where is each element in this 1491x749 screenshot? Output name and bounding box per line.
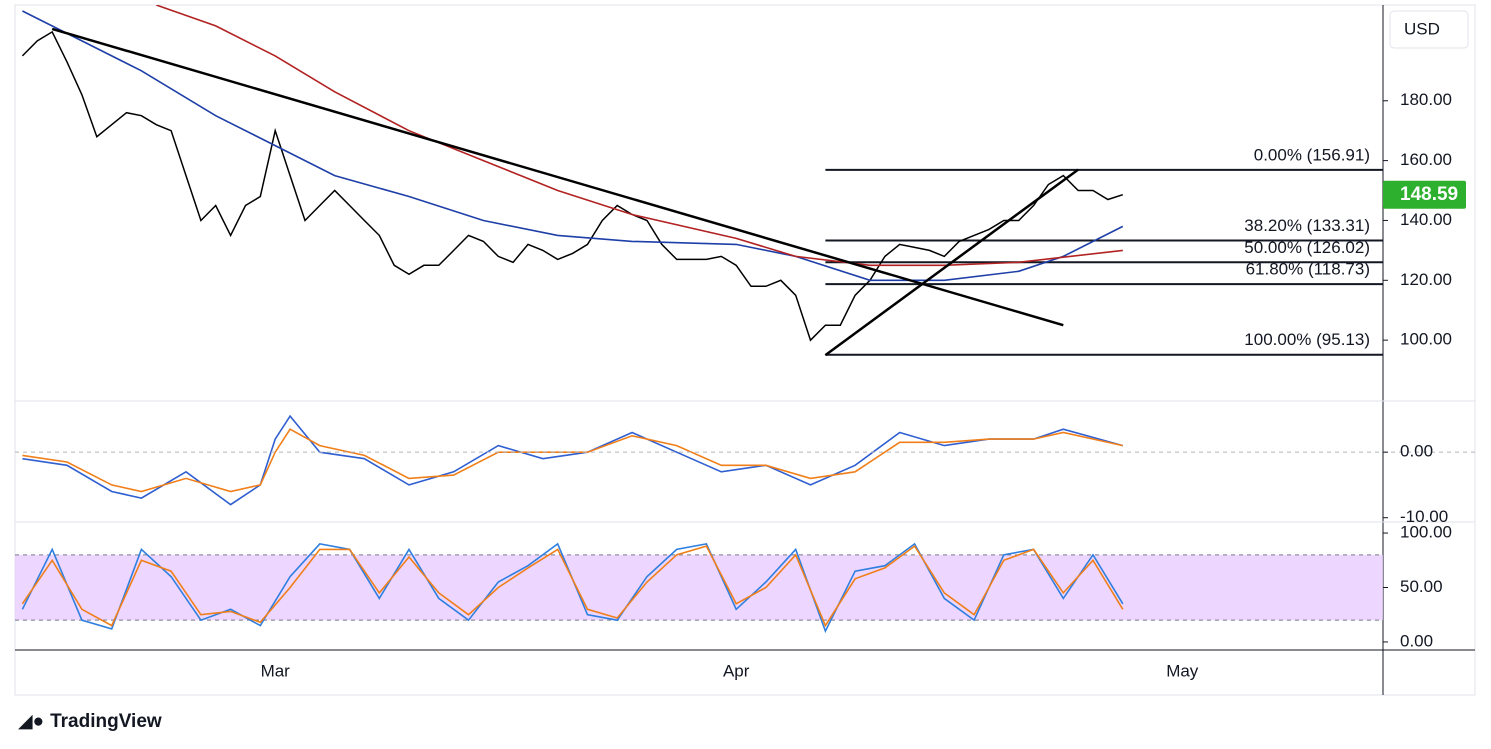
pane — [22, 414, 1124, 506]
indicator-line — [22, 414, 1124, 506]
x-tick-label: Mar — [261, 661, 291, 680]
y-tick-label: 180.00 — [1400, 90, 1452, 109]
chart: USD Mar Apr May 100.00 120.00 140.00 160.00 180… — [14, 4, 1476, 696]
fib-label: 50.00% (126.02) — [1244, 238, 1370, 257]
y-tick-label: 50.00 — [1400, 577, 1443, 596]
stoch-band — [15, 554, 1383, 621]
last-price-tag — [1383, 180, 1466, 209]
logo: ◢● — [18, 711, 45, 732]
last-price: 148.59 — [1400, 184, 1458, 205]
pane — [15, 542, 1383, 634]
indicator-line — [156, 5, 1123, 267]
fib-label: 61.80% (118.73) — [1246, 260, 1370, 279]
currency: USD — [1404, 19, 1440, 38]
y-tick-label: 0.00 — [1400, 631, 1433, 650]
trendline — [824, 168, 1079, 357]
indicator-line — [22, 428, 1123, 493]
pane — [21, 5, 1383, 357]
y-tick-label: 100.00 — [1400, 523, 1452, 542]
y-tick-label: 160.00 — [1400, 150, 1452, 169]
y-tick-label: 100.00 — [1400, 330, 1452, 349]
brand-name: TradingView — [50, 711, 162, 732]
fib-label: 38.20% (133.31) — [1244, 216, 1370, 235]
frame — [14, 4, 1476, 696]
fib-label: 100.00% (95.13) — [1244, 330, 1370, 349]
x-tick-label: May — [1166, 661, 1199, 680]
brand: ◢● TradingView — [18, 710, 162, 733]
trendline — [51, 27, 1064, 327]
y-tick-label: 140.00 — [1400, 210, 1452, 229]
y-tick-label: -10.00 — [1400, 507, 1448, 526]
indicator-line — [21, 544, 1124, 628]
y-tick-label: 120.00 — [1400, 270, 1452, 289]
y-tick-label: 0.00 — [1400, 442, 1433, 461]
price-line — [21, 30, 1124, 342]
fib-label: 0.00% (156.91) — [1254, 145, 1370, 164]
indicator-line — [22, 10, 1124, 282]
x-tick-label: Apr — [723, 661, 750, 680]
currency-button[interactable] — [1389, 10, 1469, 49]
